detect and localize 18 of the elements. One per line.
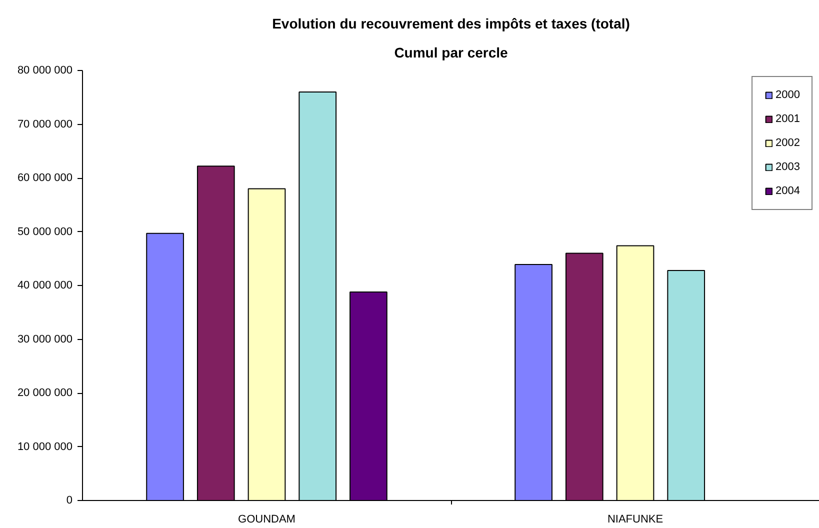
- y-tick-label: 50 000 000: [17, 226, 73, 238]
- y-tick-label: 40 000 000: [17, 280, 73, 292]
- y-tick-label: 0: [66, 494, 73, 506]
- y-tick-label: 60 000 000: [17, 172, 73, 184]
- y-tick-label: 70 000 000: [17, 118, 73, 130]
- legend-label: 2003: [776, 161, 800, 173]
- legend-label: 2002: [776, 137, 800, 149]
- chart-subtitle: Cumul par cercle: [394, 44, 508, 60]
- y-tick-label: 80 000 000: [17, 64, 73, 76]
- legend-label: 2001: [776, 113, 800, 125]
- legend-label: 2000: [776, 89, 800, 101]
- legend-label: 2004: [776, 185, 800, 197]
- x-tick-label: NIAFUNKE: [607, 514, 664, 526]
- chart-title: Evolution du recouvrement des impôts et taxes (total): [272, 16, 630, 32]
- y-tick-label: 20 000 000: [17, 387, 73, 399]
- y-tick-label: 30 000 000: [17, 333, 73, 346]
- y-tick-label: 10 000 000: [17, 440, 73, 453]
- x-tick-label: GOUNDAM: [238, 514, 296, 526]
